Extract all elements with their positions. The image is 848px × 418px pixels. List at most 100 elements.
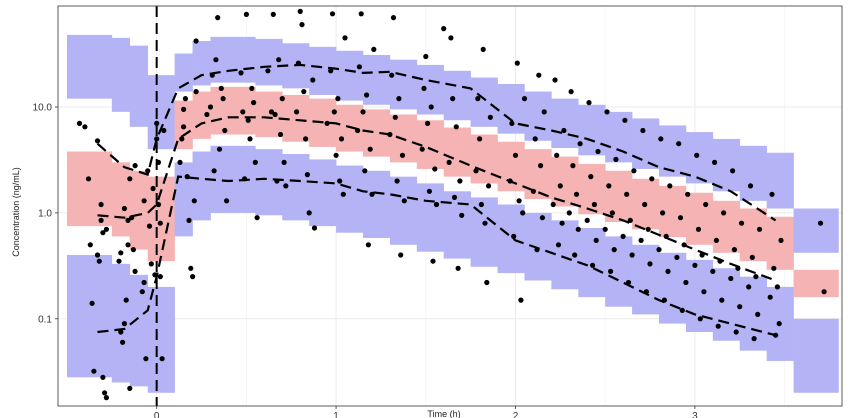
observation-point	[207, 104, 214, 110]
upper-percentile-band	[712, 138, 741, 192]
observation-point	[611, 247, 617, 253]
observation-point	[364, 92, 370, 98]
observation-point	[685, 191, 691, 197]
observation-point	[209, 72, 215, 78]
observation-point	[595, 148, 601, 155]
observation-point	[715, 323, 721, 329]
observation-point	[658, 136, 664, 142]
observation-point	[392, 114, 398, 120]
observation-point	[584, 217, 590, 223]
observation-point	[482, 220, 488, 226]
observation-point	[536, 72, 542, 78]
median-band	[766, 216, 794, 270]
observation-point	[123, 297, 129, 303]
median-band	[578, 163, 606, 215]
observation-point	[778, 237, 784, 243]
observation-point	[457, 178, 463, 184]
observation-point	[132, 163, 138, 169]
observation-points	[76, 8, 827, 401]
observation-point	[694, 152, 700, 158]
observation-point	[609, 210, 616, 216]
observation-point	[125, 217, 131, 223]
lower-percentile-band	[66, 255, 113, 378]
observation-point	[604, 109, 610, 115]
observation-point	[656, 247, 662, 253]
observation-point	[746, 284, 752, 290]
observation-point	[247, 136, 253, 142]
observation-point	[103, 226, 109, 232]
observation-point	[243, 11, 249, 17]
observation-point	[355, 127, 361, 134]
upper-percentile-band	[739, 145, 767, 201]
observation-point	[433, 201, 440, 208]
observation-point	[697, 316, 703, 322]
y-tick-label: 10.0	[33, 103, 53, 114]
observation-point	[703, 201, 709, 208]
observation-point	[737, 304, 743, 310]
observation-point	[419, 146, 425, 152]
observation-point	[487, 114, 493, 120]
observation-point	[590, 262, 596, 268]
observation-point	[268, 109, 275, 115]
observation-point	[453, 124, 459, 130]
median-band	[712, 200, 741, 253]
observation-point	[608, 268, 614, 274]
y-tick-label: 0.1	[38, 314, 52, 325]
observation-point	[550, 201, 556, 208]
observation-point	[771, 265, 777, 271]
observation-point	[776, 321, 782, 327]
observation-point	[713, 237, 720, 243]
median-band	[685, 192, 714, 245]
observation-point	[371, 46, 377, 53]
observation-point	[606, 183, 612, 189]
observation-point	[303, 136, 309, 142]
observation-point	[555, 242, 562, 248]
observation-point	[532, 136, 538, 142]
lower-percentile-band	[443, 191, 471, 259]
observation-point	[645, 226, 651, 232]
median-band	[443, 127, 471, 177]
observation-point	[667, 183, 673, 189]
observation-point	[534, 247, 540, 253]
observed-percentile-lines	[96, 63, 777, 337]
lower-percentile-band	[336, 165, 364, 233]
observation-point	[190, 274, 196, 280]
observation-point	[254, 215, 260, 221]
observation-point	[102, 390, 108, 396]
observation-point	[751, 336, 757, 342]
observation-point	[118, 329, 124, 335]
observation-point	[665, 268, 671, 274]
lower-percentile-band	[497, 204, 525, 274]
observed-p5-line	[97, 175, 776, 337]
observation-point	[817, 220, 824, 226]
observation-point	[774, 284, 781, 290]
observation-point	[356, 64, 362, 70]
observation-point	[324, 120, 330, 126]
observation-point	[191, 198, 197, 204]
observation-point	[161, 127, 167, 134]
observation-point	[446, 159, 452, 165]
observation-point	[116, 258, 122, 264]
observation-point	[182, 96, 188, 102]
observation-point	[516, 198, 522, 204]
observation-point	[441, 26, 447, 32]
observation-point	[157, 220, 163, 226]
observation-point	[478, 201, 484, 208]
observation-point	[459, 212, 465, 218]
observation-point	[155, 201, 162, 208]
observation-point	[541, 109, 547, 115]
lower-percentile-band	[309, 159, 337, 227]
observation-point	[735, 265, 741, 271]
observation-point	[141, 198, 147, 204]
observation-point	[216, 146, 223, 152]
observation-point	[184, 174, 190, 180]
observation-point	[475, 96, 481, 102]
observation-point	[575, 226, 581, 232]
observation-point	[624, 191, 630, 197]
observation-point	[591, 201, 598, 208]
observation-point	[188, 265, 194, 271]
observation-point	[747, 183, 754, 189]
plot-border	[57, 5, 843, 407]
observed-p95-line	[96, 63, 777, 222]
upper-percentile-band	[632, 118, 660, 169]
